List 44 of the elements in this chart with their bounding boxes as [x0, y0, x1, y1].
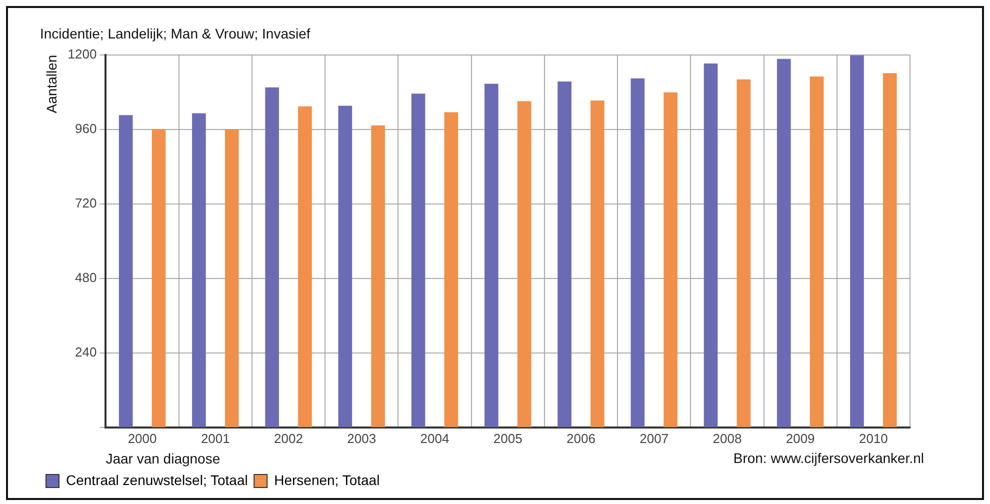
- bar: [590, 100, 604, 428]
- x-tick-label: 2004: [420, 430, 450, 446]
- y-tick-label: 480: [75, 270, 97, 286]
- legend-label: Centraal zenuwstelsel; Totaal: [66, 472, 248, 488]
- bar: [517, 101, 532, 428]
- x-tick-label: 2008: [712, 430, 742, 446]
- bar: [118, 115, 133, 428]
- bar: [192, 113, 206, 428]
- bar: [664, 92, 678, 428]
- x-tick-label: 2000: [128, 430, 157, 446]
- bar: [371, 125, 385, 428]
- bar: [736, 79, 751, 428]
- x-tick-label: 2001: [200, 430, 230, 446]
- bar: [411, 94, 426, 428]
- bar: [630, 78, 645, 428]
- y-tick-label: 720: [75, 196, 97, 210]
- y-tick-label: 240: [75, 344, 97, 360]
- bar: [882, 73, 897, 428]
- text: Bron: www.cijfersoverkanker.nl: [733, 450, 924, 466]
- chart-title: Incidentie; Landelijk; Man & Vrouw; Invasief: [40, 25, 310, 42]
- y-tick-label: 1200: [68, 46, 97, 62]
- x-tick-label: 2003: [347, 430, 376, 446]
- bar: [444, 112, 458, 428]
- bar: [298, 106, 312, 428]
- bar: [265, 87, 279, 428]
- x-tick-label: 2010: [858, 430, 888, 446]
- bar: [152, 129, 166, 428]
- x-axis-title: Jaar van diagnose: [106, 450, 220, 466]
- bar: [810, 76, 824, 428]
- y-axis-title: Aantallen: [43, 54, 60, 114]
- bar: [776, 58, 791, 428]
- bar: [850, 55, 864, 428]
- x-tick-label: 2009: [786, 430, 815, 446]
- bar: [704, 64, 718, 428]
- bar: [558, 82, 572, 428]
- bar: [338, 106, 352, 428]
- y-tick-label: 960: [75, 120, 97, 136]
- x-tick-label: 2005: [493, 430, 522, 446]
- bar: [224, 129, 239, 428]
- x-tick-label: 2002: [274, 430, 303, 446]
- bar: [484, 84, 498, 428]
- x-tick-label: 2006: [566, 430, 596, 446]
- legend-label: Hersenen; Totaal: [274, 472, 380, 488]
- x-tick-label: 2007: [640, 430, 669, 446]
